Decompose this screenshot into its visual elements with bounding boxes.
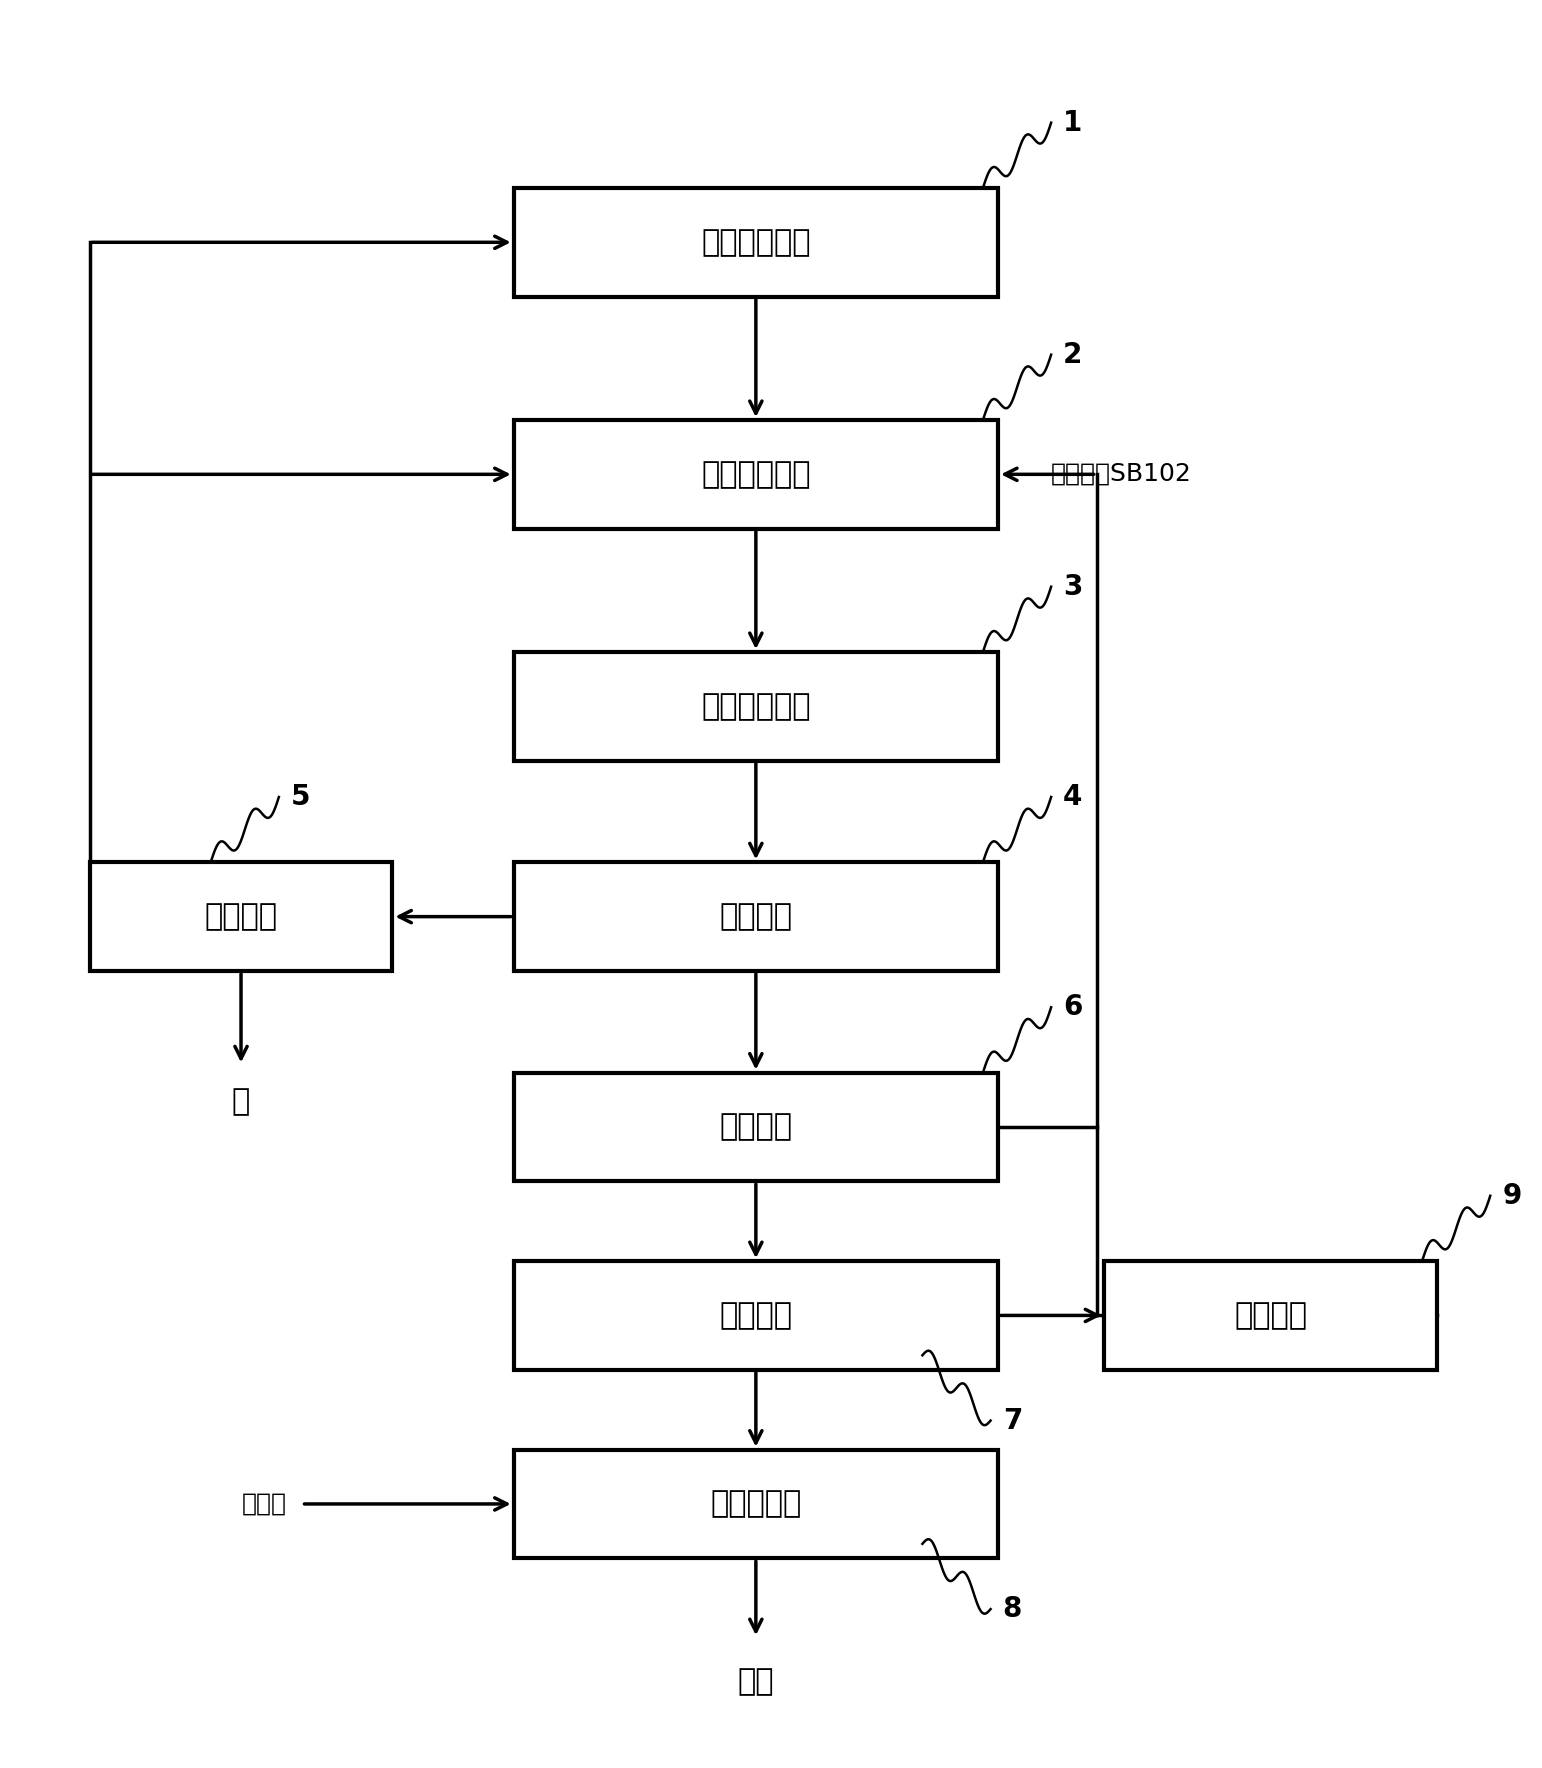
Text: 冷却降温阶段: 冷却降温阶段 <box>702 691 811 721</box>
FancyBboxPatch shape <box>513 1073 998 1181</box>
Text: 分离阶段: 分离阶段 <box>720 902 793 932</box>
Text: 5: 5 <box>291 783 310 812</box>
Text: 1: 1 <box>1064 108 1082 136</box>
Text: 7: 7 <box>1002 1407 1022 1434</box>
FancyBboxPatch shape <box>89 863 393 971</box>
FancyBboxPatch shape <box>513 652 998 760</box>
Text: 萍取阶段: 萍取阶段 <box>1234 1301 1308 1330</box>
Text: 磺化反应阶段: 磺化反应阶段 <box>702 460 811 488</box>
Text: 水洗阶段: 水洗阶段 <box>720 1112 793 1142</box>
FancyBboxPatch shape <box>513 1261 998 1370</box>
FancyBboxPatch shape <box>1104 1261 1437 1370</box>
Text: 稳定剂: 稳定剂 <box>242 1492 287 1515</box>
FancyBboxPatch shape <box>513 1450 998 1558</box>
FancyBboxPatch shape <box>513 421 998 529</box>
Text: 9: 9 <box>1502 1181 1522 1209</box>
Text: 分顯阶段: 分顯阶段 <box>205 902 278 932</box>
Text: 3: 3 <box>1064 573 1082 601</box>
Text: 烘干阶段: 烘干阶段 <box>720 1301 793 1330</box>
Text: 4: 4 <box>1064 783 1082 812</box>
FancyBboxPatch shape <box>513 187 998 297</box>
Text: 8: 8 <box>1002 1595 1022 1623</box>
Text: 2: 2 <box>1064 341 1082 370</box>
Text: 兰油烃、SB102: 兰油烃、SB102 <box>1052 461 1192 486</box>
Text: 产品: 产品 <box>737 1667 774 1696</box>
Text: 6: 6 <box>1064 994 1082 1022</box>
FancyBboxPatch shape <box>513 863 998 971</box>
Text: 水: 水 <box>231 1087 250 1116</box>
Text: 重结晶阶段: 重结晶阶段 <box>711 1489 802 1519</box>
Text: 加合反应阶段: 加合反应阶段 <box>702 228 811 256</box>
